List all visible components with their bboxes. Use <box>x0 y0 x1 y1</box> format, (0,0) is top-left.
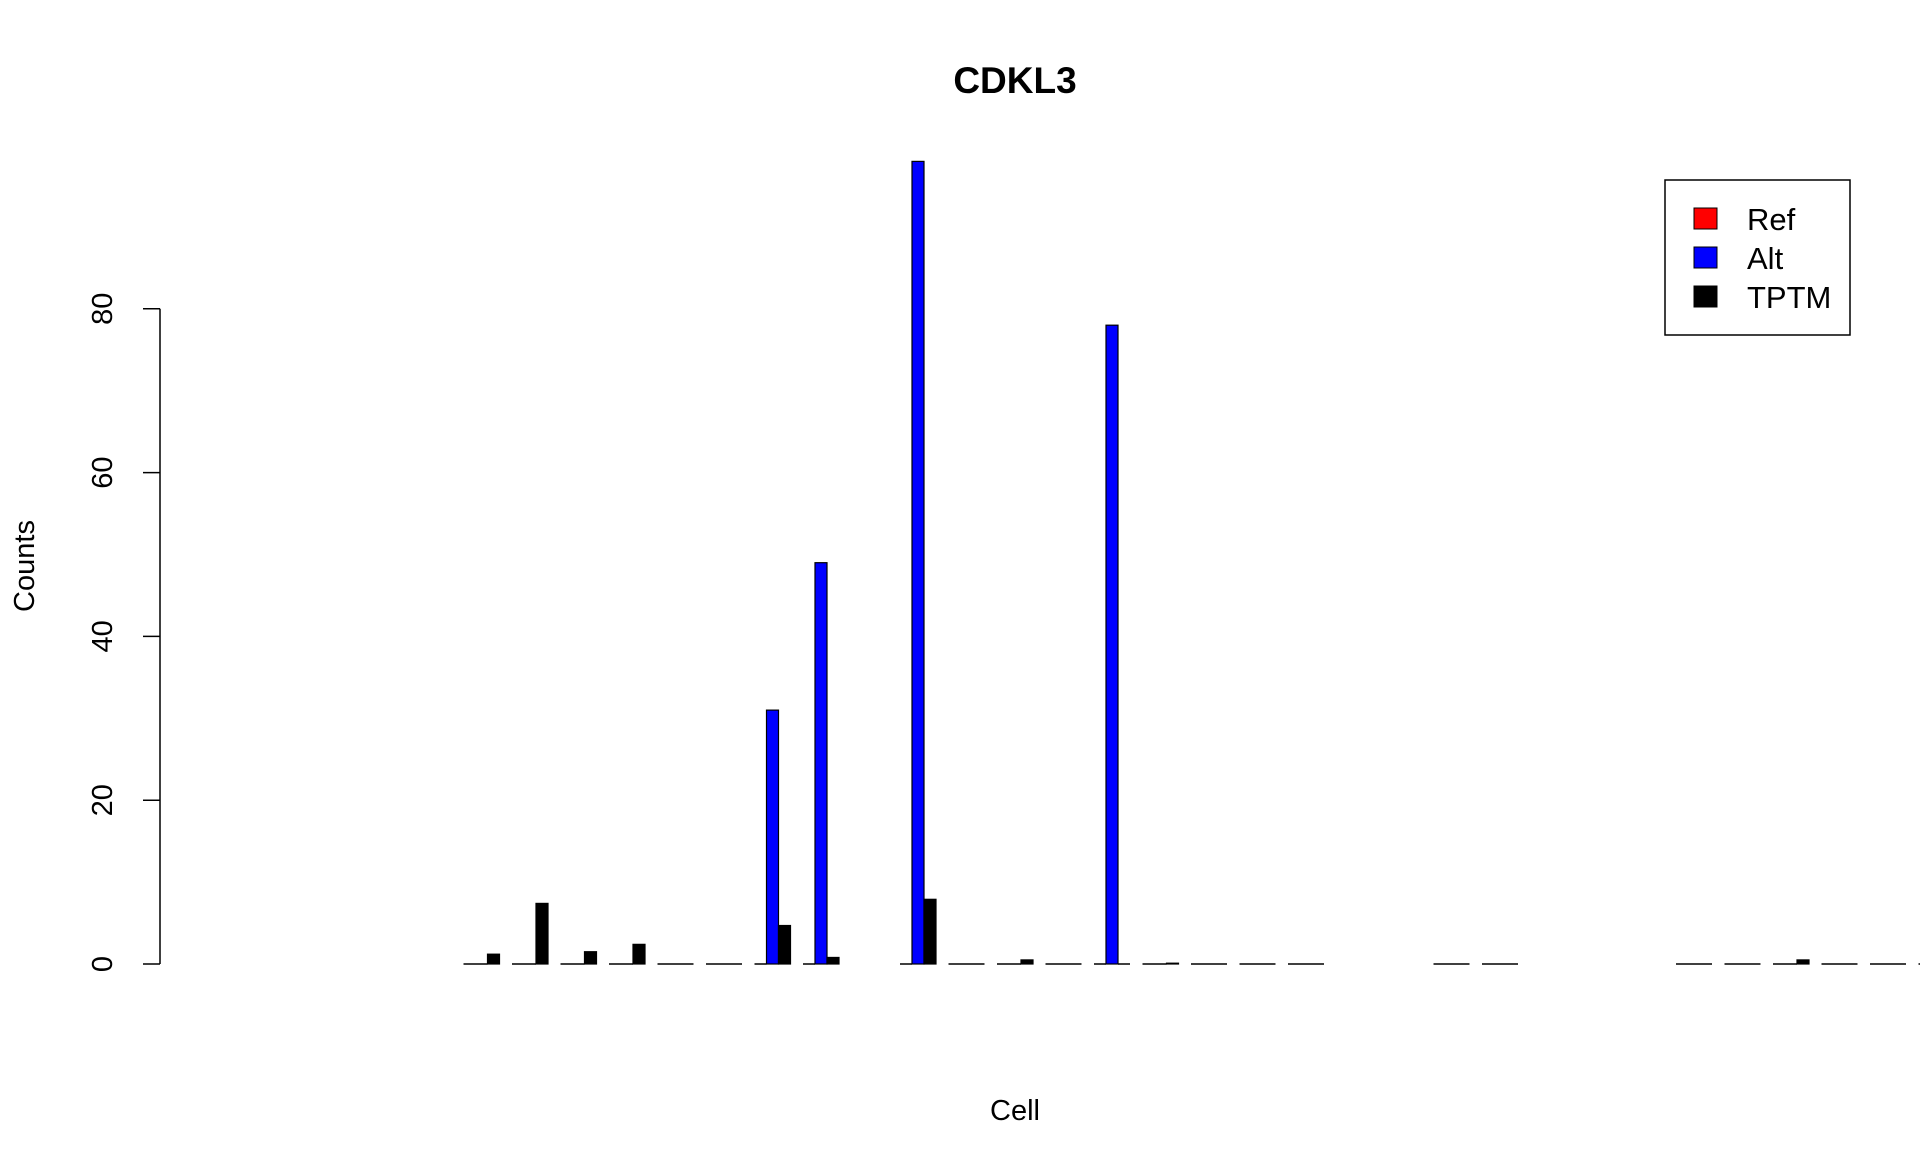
legend-label-ref: Ref <box>1747 202 1796 237</box>
bar-tptm-21 <box>1796 959 1810 965</box>
y-axis-label: Counts <box>9 520 41 612</box>
bar-tptm-2 <box>583 951 598 965</box>
y-tick-label-40: 40 <box>87 620 119 652</box>
bar-group <box>463 160 1920 965</box>
bar-tptm-3 <box>632 943 646 965</box>
legend-swatch-alt <box>1693 246 1718 269</box>
legend: Ref Alt TPTM <box>1664 179 1851 336</box>
y-tick-label-80: 80 <box>87 293 119 325</box>
bar-tptm-6 <box>777 924 792 965</box>
y-tick-label-0: 0 <box>87 956 119 972</box>
legend-box <box>1664 179 1851 336</box>
bar-alt-6 <box>765 709 780 965</box>
chart-title: CDKL3 <box>953 60 1076 101</box>
bar-tptm-13 <box>1165 962 1180 965</box>
bar-alt-12 <box>1105 324 1119 965</box>
bar-tptm-7 <box>826 956 840 965</box>
legend-label-tptm: TPTM <box>1747 280 1831 315</box>
legend-swatch-ref <box>1693 207 1718 230</box>
y-tick-label-60: 60 <box>87 456 119 488</box>
bar-alt-7 <box>814 562 828 965</box>
bar-tptm-8 <box>923 898 937 965</box>
y-tick-label-20: 20 <box>87 784 119 816</box>
bar-tptm-1 <box>535 902 549 965</box>
legend-label-alt: Alt <box>1747 241 1784 276</box>
bar-alt-8 <box>911 160 925 965</box>
bar-tptm-0 <box>486 953 501 965</box>
x-axis-label: Cell <box>990 1095 1040 1127</box>
y-axis: 0 20 40 60 80 <box>87 293 161 972</box>
bar-tptm-10 <box>1020 959 1034 965</box>
legend-swatch-tptm <box>1693 285 1718 308</box>
